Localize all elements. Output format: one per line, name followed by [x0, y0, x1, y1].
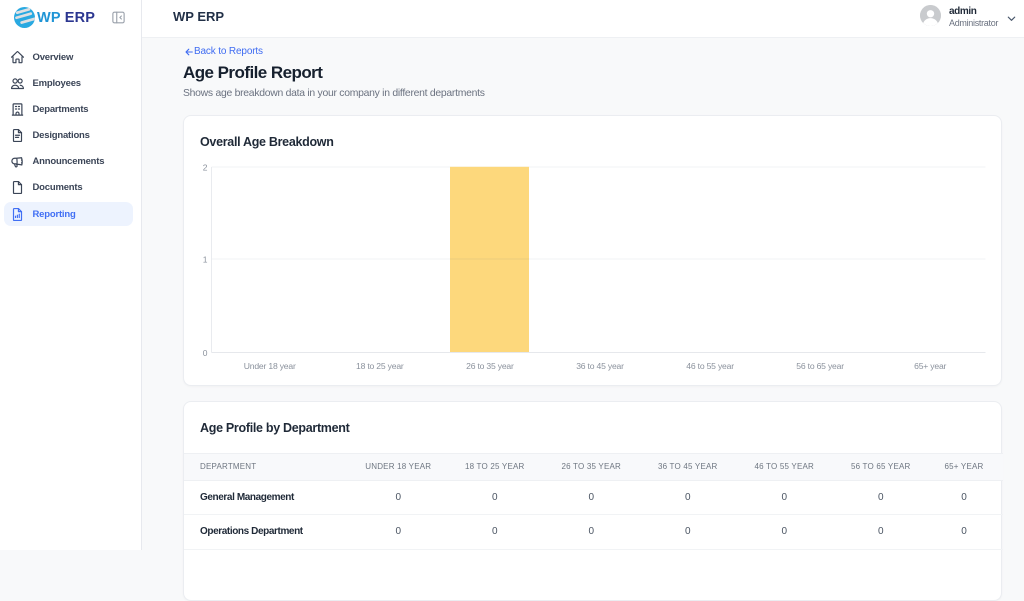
svg-text:26 to 35 year: 26 to 35 year	[466, 361, 514, 371]
svg-text:0: 0	[203, 348, 208, 358]
svg-text:1: 1	[203, 255, 208, 265]
svg-text:65+ year: 65+ year	[914, 361, 946, 371]
svg-text:Under 18 year: Under 18 year	[244, 361, 296, 371]
svg-text:46 to 55 year: 46 to 55 year	[686, 361, 734, 371]
svg-text:18 to 25 year: 18 to 25 year	[356, 361, 404, 371]
svg-text:56 to 65 year: 56 to 65 year	[796, 361, 844, 371]
svg-text:36 to 45 year: 36 to 45 year	[576, 361, 624, 371]
svg-text:2: 2	[203, 163, 208, 173]
